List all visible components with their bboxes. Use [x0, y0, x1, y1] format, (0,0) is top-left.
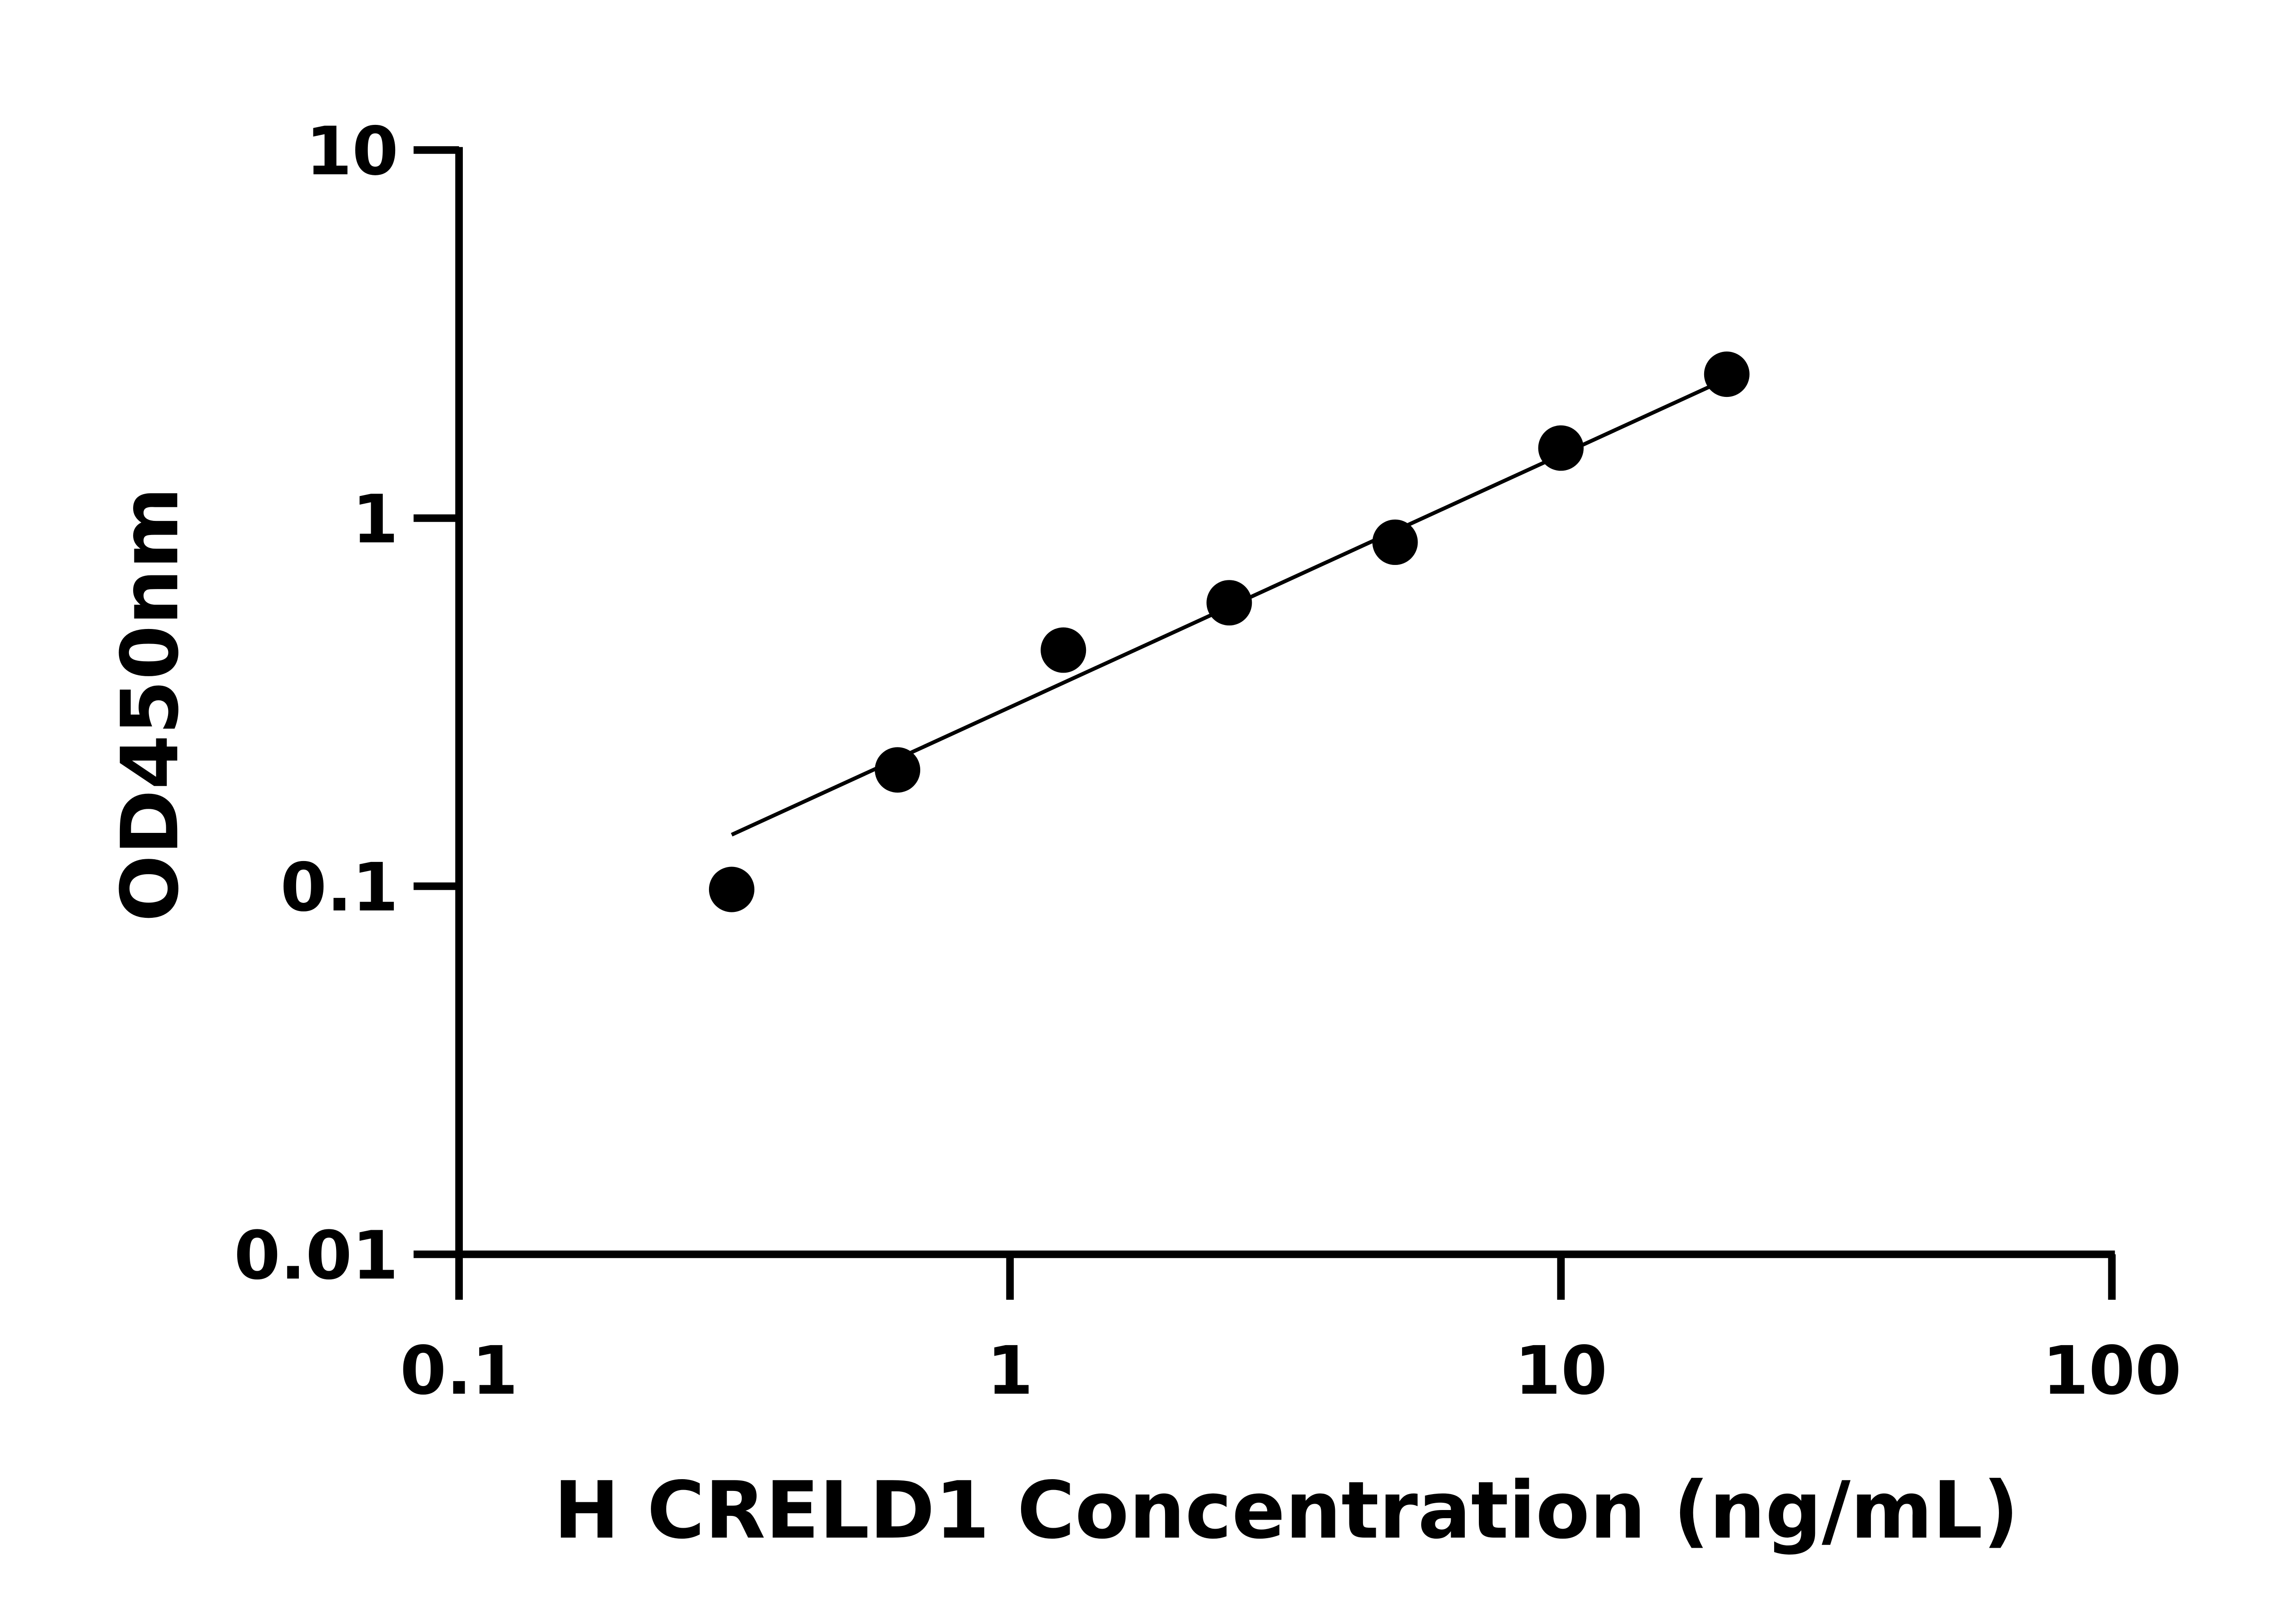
y-axis-label: OD450nm — [104, 487, 196, 922]
y-tick-label: 10 — [306, 113, 398, 190]
y-tick-label: 0.1 — [280, 849, 398, 926]
data-points — [709, 352, 1750, 912]
axes — [455, 147, 2115, 1258]
y-tick-label: 0.01 — [234, 1217, 398, 1294]
x-axis-label: H CRELD1 Concentration (ng/mL) — [554, 1465, 2019, 1556]
data-point — [709, 866, 754, 912]
x-tick-label: 1 — [987, 1332, 1033, 1410]
data-point — [1041, 627, 1086, 673]
data-point — [875, 747, 921, 793]
data-point — [1372, 519, 1418, 565]
y-tick-label: 1 — [352, 480, 398, 558]
data-point — [1206, 580, 1252, 626]
x-tick-label: 100 — [2043, 1332, 2182, 1410]
x-tick-label: 0.1 — [400, 1332, 518, 1410]
x-tick-label: 10 — [1515, 1332, 1607, 1410]
data-point — [1538, 425, 1584, 471]
data-point — [1704, 352, 1750, 397]
